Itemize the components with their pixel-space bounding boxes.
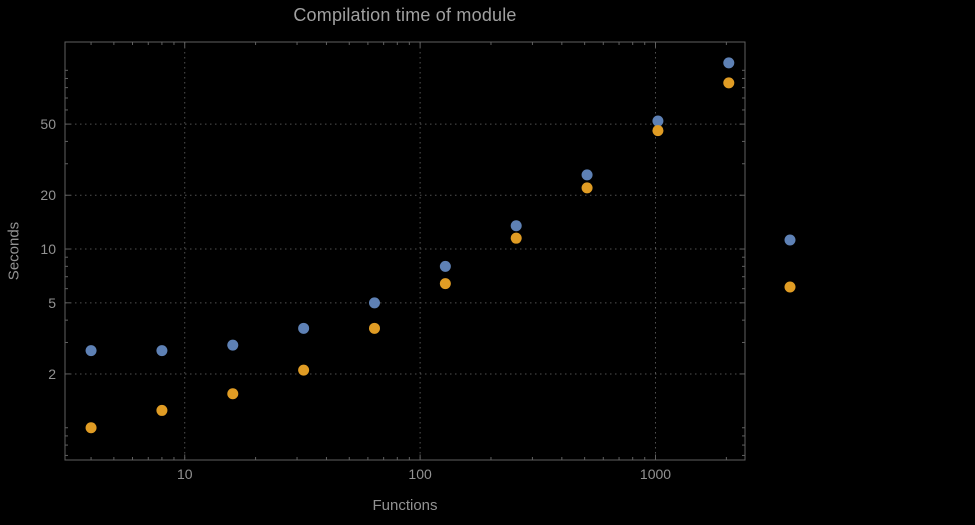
- data-point-series-1: [652, 115, 664, 127]
- data-point-series-2: [368, 322, 380, 334]
- data-point-series-1: [298, 322, 310, 334]
- x-tick-label: 1000: [640, 466, 671, 482]
- data-point-series-1: [723, 57, 735, 69]
- y-tick-label: 50: [40, 116, 56, 132]
- data-point-series-2: [439, 278, 451, 290]
- data-point-series-1: [510, 220, 522, 232]
- data-point-series-1: [368, 297, 380, 309]
- data-point-series-1: [156, 345, 168, 357]
- x-axis-label: Functions: [372, 497, 438, 514]
- y-tick-label: 20: [40, 187, 56, 203]
- data-point-series-1: [581, 169, 593, 181]
- data-point-series-2: [510, 232, 522, 244]
- data-point-series-2: [581, 182, 593, 194]
- plot-frame: [64, 41, 746, 461]
- x-tick-label: 100: [408, 466, 432, 482]
- data-point-series-2: [723, 77, 735, 89]
- data-point-series-2: [298, 364, 310, 376]
- y-tick-label: 5: [48, 295, 56, 311]
- y-tick-label: 2: [48, 366, 56, 382]
- chart-title: Compilation time of module: [293, 5, 517, 25]
- data-point-series-1: [439, 260, 451, 272]
- legend-marker: [784, 234, 796, 246]
- legend-marker: [784, 281, 796, 293]
- data-point-series-2: [156, 404, 168, 416]
- data-point-series-2: [227, 388, 239, 400]
- y-tick-label: 10: [40, 241, 56, 257]
- data-point-series-2: [85, 422, 97, 434]
- data-point-series-1: [85, 345, 97, 357]
- y-axis-label: Seconds: [5, 221, 23, 281]
- data-point-series-1: [227, 339, 239, 351]
- data-point-series-2: [652, 125, 664, 137]
- x-tick-label: 10: [177, 466, 193, 482]
